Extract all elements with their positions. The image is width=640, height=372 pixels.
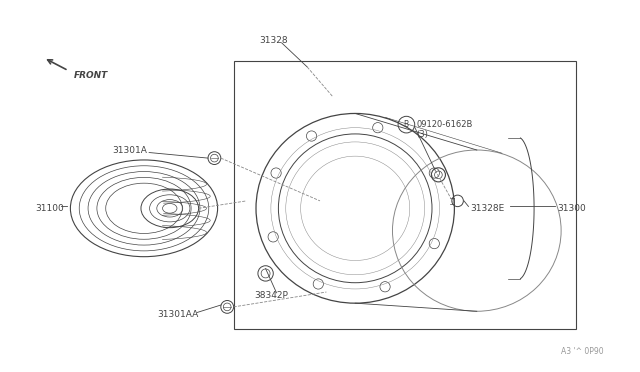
Text: (3): (3) [417, 130, 429, 139]
Text: 31301AA: 31301AA [157, 310, 198, 319]
Text: 31300: 31300 [557, 204, 586, 213]
Text: 31100: 31100 [35, 204, 64, 213]
Text: A3 '^ 0P90: A3 '^ 0P90 [561, 347, 604, 356]
Text: 31301A: 31301A [112, 146, 147, 155]
Text: 31328E: 31328E [470, 204, 505, 213]
Text: 09120-6162B: 09120-6162B [417, 120, 473, 129]
Bar [234, 61, 576, 329]
Text: 38342P: 38342P [254, 291, 288, 300]
Text: FRONT: FRONT [74, 71, 108, 80]
Text: B: B [403, 120, 408, 129]
Text: 31328: 31328 [259, 36, 288, 45]
